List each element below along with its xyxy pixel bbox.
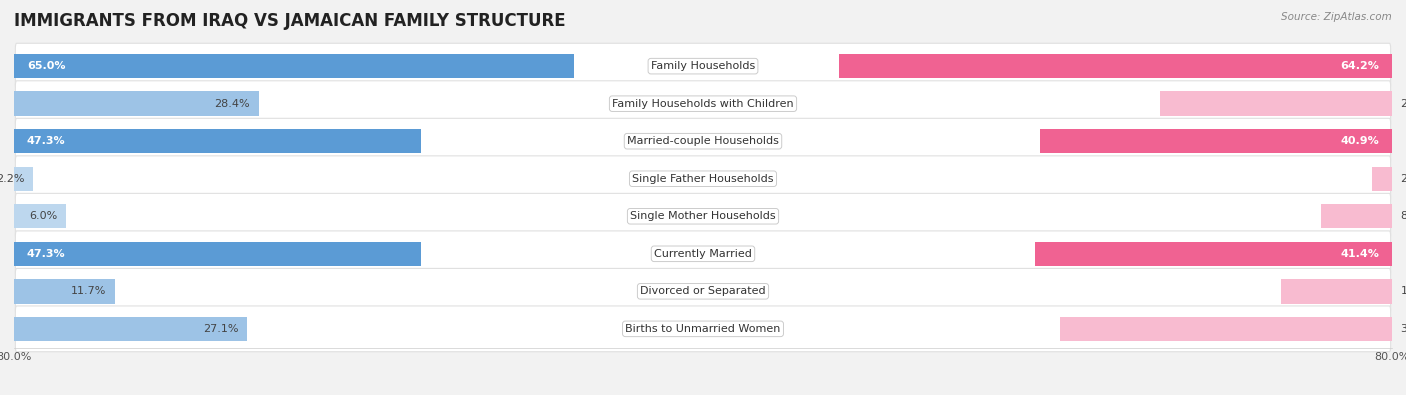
Text: Divorced or Separated: Divorced or Separated [640, 286, 766, 296]
Bar [1060, 317, 1392, 341]
Text: 64.2%: 64.2% [1340, 61, 1379, 71]
Text: Source: ZipAtlas.com: Source: ZipAtlas.com [1281, 12, 1392, 22]
Text: 11.7%: 11.7% [70, 286, 107, 296]
Text: 65.0%: 65.0% [27, 61, 66, 71]
Bar [1372, 167, 1392, 191]
FancyBboxPatch shape [15, 194, 1391, 239]
FancyBboxPatch shape [15, 156, 1391, 201]
Bar [14, 129, 422, 153]
Text: Single Father Households: Single Father Households [633, 174, 773, 184]
Text: 47.3%: 47.3% [27, 136, 66, 146]
Bar [14, 167, 32, 191]
Text: 40.9%: 40.9% [1340, 136, 1379, 146]
Bar [839, 54, 1392, 78]
Text: Single Mother Households: Single Mother Households [630, 211, 776, 221]
FancyBboxPatch shape [15, 306, 1391, 352]
Text: 38.5%: 38.5% [1400, 324, 1406, 334]
Text: 2.3%: 2.3% [1400, 174, 1406, 184]
Text: Currently Married: Currently Married [654, 249, 752, 259]
FancyBboxPatch shape [15, 231, 1391, 276]
Bar [1039, 129, 1392, 153]
Bar [1035, 242, 1392, 266]
Text: Family Households: Family Households [651, 61, 755, 71]
FancyBboxPatch shape [15, 118, 1391, 164]
Text: 28.4%: 28.4% [214, 99, 250, 109]
FancyBboxPatch shape [15, 43, 1391, 89]
Bar [14, 242, 422, 266]
Text: Family Households with Children: Family Households with Children [612, 99, 794, 109]
Bar [14, 54, 574, 78]
Text: 2.2%: 2.2% [0, 174, 24, 184]
Text: 41.4%: 41.4% [1340, 249, 1379, 259]
Bar [14, 279, 115, 303]
Bar [1281, 279, 1392, 303]
Text: 8.2%: 8.2% [1400, 211, 1406, 221]
Bar [14, 317, 247, 341]
Text: Married-couple Households: Married-couple Households [627, 136, 779, 146]
FancyBboxPatch shape [15, 81, 1391, 126]
Text: IMMIGRANTS FROM IRAQ VS JAMAICAN FAMILY STRUCTURE: IMMIGRANTS FROM IRAQ VS JAMAICAN FAMILY … [14, 12, 565, 30]
Text: 47.3%: 47.3% [27, 249, 66, 259]
Bar [14, 92, 259, 116]
FancyBboxPatch shape [15, 269, 1391, 314]
Bar [1160, 92, 1392, 116]
Text: 27.1%: 27.1% [204, 324, 239, 334]
Text: Births to Unmarried Women: Births to Unmarried Women [626, 324, 780, 334]
Text: 12.9%: 12.9% [1400, 286, 1406, 296]
Text: 26.9%: 26.9% [1400, 99, 1406, 109]
Bar [14, 204, 66, 228]
Bar [1322, 204, 1392, 228]
Text: 6.0%: 6.0% [30, 211, 58, 221]
